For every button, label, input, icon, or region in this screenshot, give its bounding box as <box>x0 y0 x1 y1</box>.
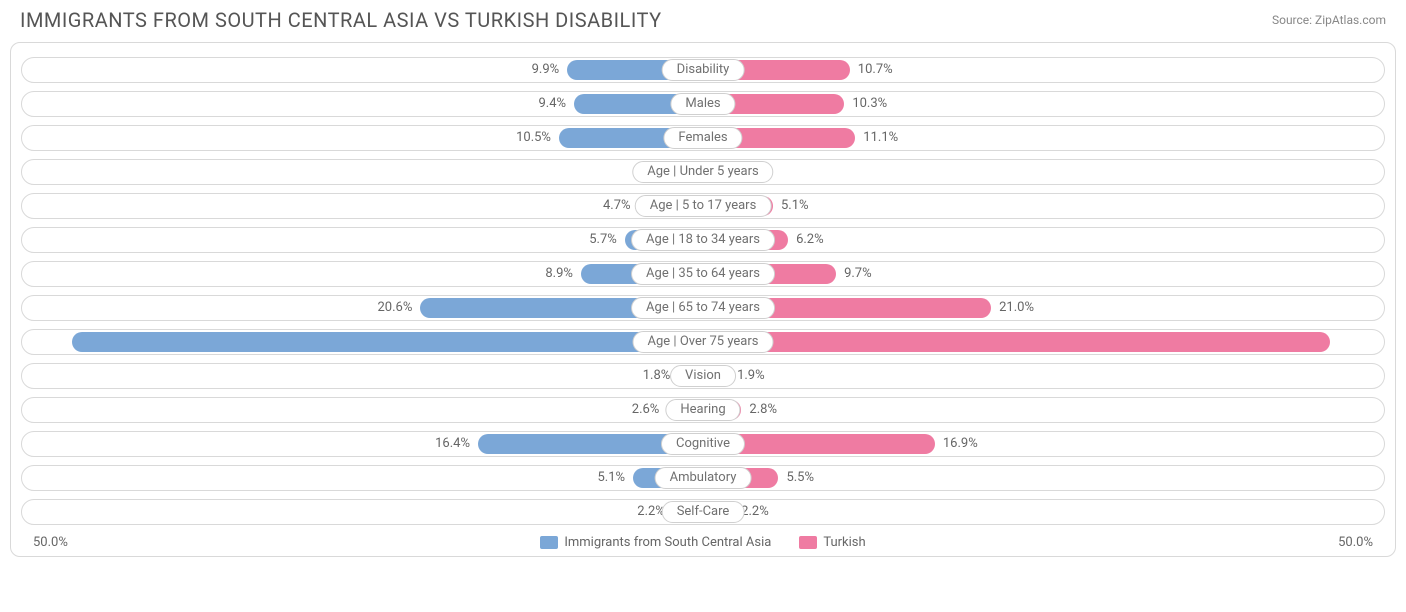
value-label-left: 20.6% <box>378 293 413 323</box>
value-label-left: 9.4% <box>538 89 566 119</box>
value-label-right: 16.9% <box>943 429 978 459</box>
chart-row: 20.6% 21.0% Age | 65 to 74 years <box>17 293 1389 323</box>
category-badge: Ambulatory <box>655 467 752 489</box>
category-badge: Disability <box>662 59 745 81</box>
value-label-right: 5.1% <box>781 191 809 221</box>
value-label-left: 10.5% <box>516 123 551 153</box>
chart-row: 5.7% 6.2% Age | 18 to 34 years <box>17 225 1389 255</box>
value-label-left: 5.1% <box>597 463 625 493</box>
category-badge: Age | 18 to 34 years <box>631 229 775 251</box>
value-label-right: 2.2% <box>741 497 769 527</box>
bar-right <box>703 332 1330 352</box>
chart-row: 16.4% 16.9% Cognitive <box>17 429 1389 459</box>
category-badge: Age | 5 to 17 years <box>635 195 772 217</box>
value-label-right: 6.2% <box>796 225 824 255</box>
bar-left <box>72 332 703 352</box>
legend: Immigrants from South Central Asia Turki… <box>68 535 1338 550</box>
value-label-right: 1.9% <box>737 361 765 391</box>
value-label-right: 9.7% <box>844 259 872 289</box>
chart-row: 9.9% 10.7% Disability <box>17 55 1389 85</box>
legend-item-left: Immigrants from South Central Asia <box>540 535 771 550</box>
value-label-right: 2.8% <box>749 395 777 425</box>
value-label-left: 2.2% <box>637 497 665 527</box>
value-label-left: 46.0% <box>31 327 66 357</box>
chart-row: 9.4% 10.3% Males <box>17 89 1389 119</box>
value-label-left: 5.7% <box>589 225 617 255</box>
category-badge: Hearing <box>665 399 740 421</box>
chart-row: 5.1% 5.5% Ambulatory <box>17 463 1389 493</box>
chart-row: 8.9% 9.7% Age | 35 to 64 years <box>17 259 1389 289</box>
value-label-left: 2.6% <box>632 395 660 425</box>
chart-header: IMMIGRANTS FROM SOUTH CENTRAL ASIA VS TU… <box>0 0 1406 36</box>
category-badge: Cognitive <box>661 433 745 455</box>
value-label-right: 10.3% <box>852 89 887 119</box>
chart-row: 46.0% 45.7% Age | Over 75 years <box>17 327 1389 357</box>
category-badge: Age | 65 to 74 years <box>631 297 775 319</box>
value-label-left: 16.4% <box>435 429 470 459</box>
category-badge: Age | Over 75 years <box>633 331 774 353</box>
chart-row: 2.2% 2.2%Self-Care <box>17 497 1389 527</box>
axis-max-left: 50.0% <box>23 535 68 550</box>
value-label-right: 10.7% <box>858 55 893 85</box>
category-badge: Self-Care <box>662 501 745 523</box>
chart-title: IMMIGRANTS FROM SOUTH CENTRAL ASIA VS TU… <box>20 8 662 32</box>
legend-label-left: Immigrants from South Central Asia <box>564 535 771 550</box>
value-label-right: 21.0% <box>999 293 1034 323</box>
value-label-left: 4.7% <box>603 191 631 221</box>
value-label-left: 1.8% <box>643 361 671 391</box>
legend-swatch-right <box>799 536 817 549</box>
category-badge: Age | Under 5 years <box>632 161 773 183</box>
value-label-left: 9.9% <box>532 55 560 85</box>
chart-row: 1.0%1.1%Age | Under 5 years <box>17 157 1389 187</box>
value-label-right: 11.1% <box>863 123 898 153</box>
chart-row: 10.5% 11.1% Females <box>17 123 1389 153</box>
chart-row: 2.6% 2.8% Hearing <box>17 395 1389 425</box>
legend-swatch-left <box>540 536 558 549</box>
category-badge: Age | 35 to 64 years <box>631 263 775 285</box>
value-label-right: 45.7% <box>1340 327 1375 357</box>
chart-row: 4.7% 5.1% Age | 5 to 17 years <box>17 191 1389 221</box>
value-label-right: 5.5% <box>786 463 814 493</box>
category-badge: Vision <box>670 365 736 387</box>
chart-row: 1.8% 1.9%Vision <box>17 361 1389 391</box>
chart-source: Source: ZipAtlas.com <box>1272 13 1386 27</box>
value-label-left: 8.9% <box>545 259 573 289</box>
category-badge: Females <box>663 127 742 149</box>
legend-item-right: Turkish <box>799 535 865 550</box>
category-badge: Males <box>670 93 735 115</box>
axis-max-right: 50.0% <box>1338 535 1383 550</box>
chart-area: 9.9% 10.7% Disability 9.4% 10.3% Males 10.5% 11… <box>10 42 1396 557</box>
chart-footer: 50.0% Immigrants from South Central Asia… <box>17 531 1389 550</box>
legend-label-right: Turkish <box>823 535 865 550</box>
